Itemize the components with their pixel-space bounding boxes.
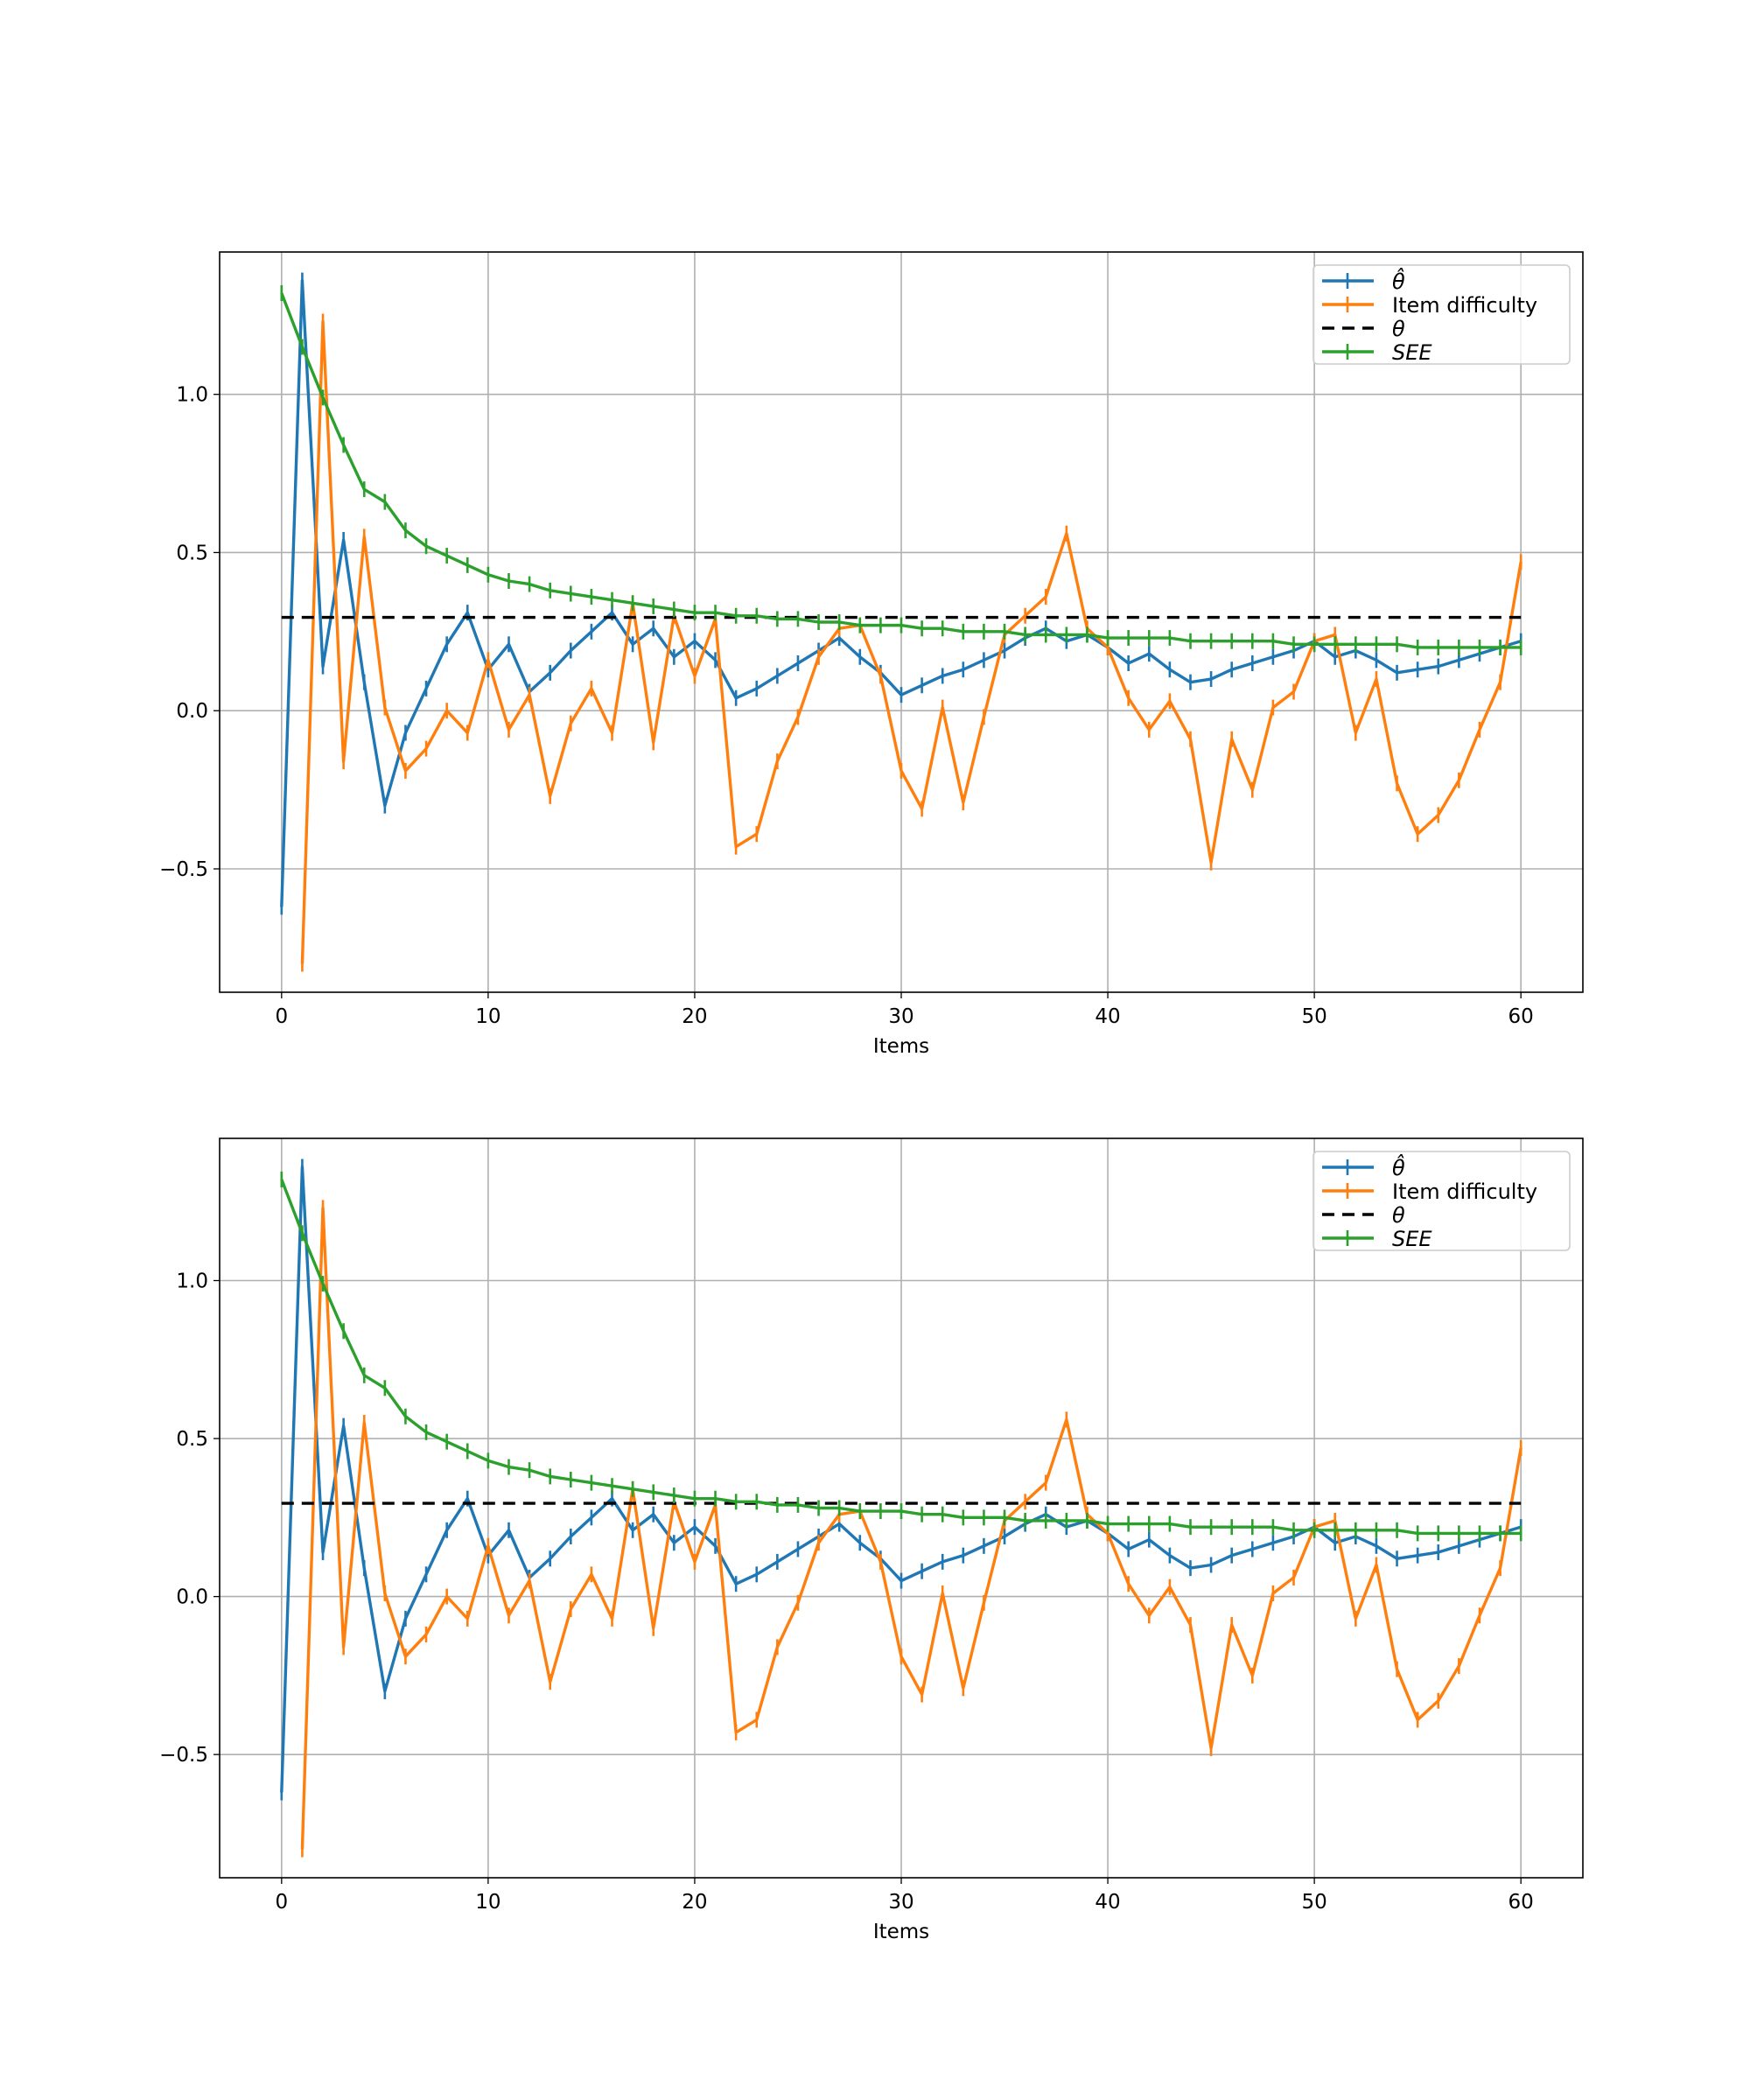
y-tick-label: 1.0 [176, 384, 208, 407]
series-3 [280, 1171, 1522, 1542]
x-tick-label: 20 [682, 1891, 707, 1914]
y-tick-label: −0.5 [159, 858, 208, 881]
x-tick-label: 10 [475, 1005, 500, 1028]
series-3 [280, 285, 1522, 655]
legend-label: θ [1392, 317, 1405, 341]
x-tick-label: 20 [682, 1005, 707, 1028]
legend-label: SEE [1392, 340, 1432, 365]
chart-2: 0 10 20 30 40 50 60 −0.5 0.0 0.5 1.0 Items θ̂Item di… [159, 1138, 1584, 1943]
y-tick-label: 0.5 [176, 1428, 208, 1451]
x-tick-label: 10 [475, 1891, 500, 1914]
y-tick-label: 0.5 [176, 542, 208, 564]
legend-label: SEE [1392, 1227, 1432, 1251]
legend-label: θ [1392, 1203, 1405, 1228]
series-line [300, 1206, 1522, 1850]
x-tick-label: 40 [1095, 1891, 1120, 1914]
legend-label: θ̂ [1392, 1154, 1405, 1180]
legend-label: Item difficulty [1392, 1180, 1537, 1204]
x-tick-label: 60 [1508, 1891, 1534, 1914]
y-tick-label: 0.0 [176, 1586, 208, 1609]
x-tick-label: 30 [888, 1891, 914, 1914]
axes-frame [219, 251, 1584, 993]
x-tick-label: 50 [1301, 1005, 1326, 1028]
x-axis-label: Items [873, 1035, 929, 1058]
y-tick-label: 0.0 [176, 700, 208, 723]
axes-frame [219, 1138, 1584, 1879]
x-axis-label: Items [873, 1921, 929, 1943]
x-tick-label: 40 [1095, 1005, 1120, 1028]
x-tick-label: 0 [275, 1005, 288, 1028]
x-tick-label: 0 [275, 1891, 288, 1914]
y-tick-label: 1.0 [176, 1270, 208, 1293]
series-line [300, 319, 1522, 964]
chart-1: 0 10 20 30 40 50 60 −0.5 0.0 0.5 1.0 Items θ̂Item di… [159, 251, 1584, 1058]
x-tick-label: 50 [1301, 1891, 1326, 1914]
legend-box [1312, 1151, 1571, 1251]
x-tick-label: 30 [888, 1005, 914, 1028]
legend-label: θ̂ [1392, 268, 1405, 294]
legend-label: Item difficulty [1392, 293, 1537, 318]
x-tick-label: 60 [1508, 1005, 1534, 1028]
legend-box [1312, 264, 1571, 365]
y-tick-label: −0.5 [159, 1744, 208, 1767]
